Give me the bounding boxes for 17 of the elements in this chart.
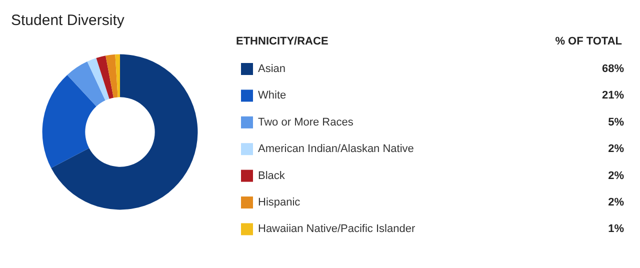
legend-label: Hispanic xyxy=(258,196,301,208)
legend-title: ETHNICITY/RACE xyxy=(236,36,328,48)
data-label: 2% xyxy=(608,170,624,182)
legend-label: Hawaiian Native/Pacific Islander xyxy=(258,223,416,236)
data-label: 5% xyxy=(608,116,624,128)
legend-label: Black xyxy=(258,170,286,182)
data-label: 2% xyxy=(608,143,624,156)
legend-label: Asian xyxy=(258,63,286,75)
legend-label: Two or More Races xyxy=(258,116,354,128)
legend-label: American Indian/Alaskan Native xyxy=(258,143,414,156)
data-label: 1% xyxy=(608,223,624,236)
data-label: 68% xyxy=(602,63,624,75)
data-label: 2% xyxy=(608,196,624,208)
legend-label: White xyxy=(258,90,286,102)
chart-title: Student Diversity xyxy=(11,12,125,29)
data-label: 21% xyxy=(602,90,624,102)
text: % OF TOTAL xyxy=(555,36,622,48)
